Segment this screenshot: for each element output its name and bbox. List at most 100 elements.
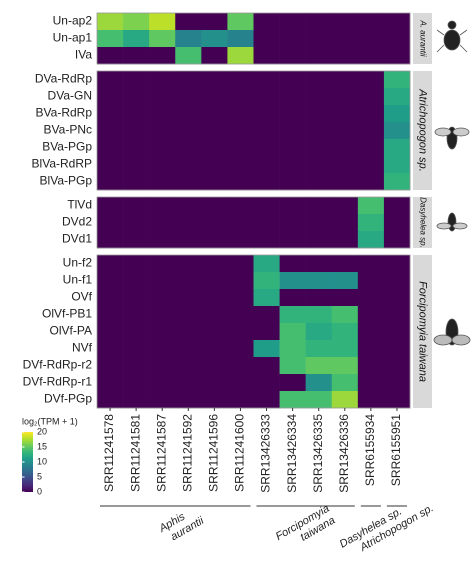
heat-cell	[201, 391, 228, 409]
heat-cell	[305, 323, 333, 341]
heat-cell	[175, 105, 202, 123]
heat-cell	[383, 105, 411, 123]
heat-cell	[201, 197, 228, 215]
heat-cell	[331, 272, 359, 290]
heat-cell	[305, 30, 333, 48]
heat-cell	[305, 214, 333, 232]
heat-cell	[279, 289, 306, 307]
row-label: Un-ap1	[53, 31, 93, 45]
colorbar-tick-label: 20	[37, 426, 47, 436]
heat-cell	[331, 122, 359, 140]
heat-cell	[305, 340, 333, 358]
heat-cell	[279, 71, 306, 89]
heat-cell	[149, 391, 176, 409]
colorbar-tick-label: 10	[37, 456, 47, 466]
heat-cell	[97, 214, 124, 232]
heat-cell	[227, 173, 254, 191]
x-tick-label: SRR11241581	[128, 414, 142, 492]
heat-cell	[149, 88, 176, 106]
heat-cell	[331, 289, 359, 307]
heat-cell	[227, 289, 254, 307]
heat-cell	[149, 357, 176, 375]
heat-cell	[227, 139, 254, 157]
heat-cell	[123, 374, 150, 392]
heat-cell	[123, 323, 150, 341]
heat-cell	[149, 30, 176, 48]
heat-cell	[123, 122, 150, 140]
heat-cell	[331, 214, 359, 232]
x-tick-label: SRR13426336	[337, 414, 351, 493]
heat-cell	[227, 105, 254, 123]
heat-cell	[357, 156, 385, 174]
heat-cell	[331, 13, 359, 31]
strip-label: Dasyhelea sp.	[418, 197, 427, 248]
heat-cell	[201, 13, 228, 31]
row-label: OlVf-PB1	[42, 307, 92, 321]
row-label: DVd2	[62, 215, 92, 229]
heat-cell	[279, 214, 306, 232]
heat-cell	[123, 255, 150, 273]
heat-cell	[175, 173, 202, 191]
heat-cell	[383, 323, 411, 341]
heat-cell	[149, 323, 176, 341]
heat-cell	[227, 122, 254, 140]
heat-cell	[97, 139, 124, 157]
heat-cell	[175, 391, 202, 409]
heat-cell	[383, 13, 411, 31]
heat-cell	[331, 340, 359, 358]
heat-cell	[227, 156, 254, 174]
heat-cell	[175, 197, 202, 215]
row-label: DVd1	[62, 232, 92, 246]
heat-cell	[227, 30, 254, 48]
heat-cell	[305, 197, 333, 215]
x-tick-label: SRR6155951	[389, 414, 403, 486]
heat-cell	[253, 13, 280, 31]
heat-cell	[305, 289, 333, 307]
heat-cell	[357, 255, 385, 273]
heat-cell	[149, 306, 176, 324]
heat-cell	[149, 197, 176, 215]
heat-cell	[253, 214, 280, 232]
heat-cell	[123, 71, 150, 89]
heat-cell	[227, 231, 254, 249]
heat-cell	[305, 231, 333, 249]
heat-cell	[201, 374, 228, 392]
heat-cell	[227, 340, 254, 358]
row-label: NVf	[72, 341, 93, 355]
heat-cell	[175, 71, 202, 89]
heat-cell	[201, 71, 228, 89]
insect-icons	[433, 20, 471, 346]
heat-cell	[331, 71, 359, 89]
heat-cell	[305, 173, 333, 191]
heat-cell	[123, 289, 150, 307]
heat-cell	[279, 173, 306, 191]
heat-cell	[357, 357, 385, 375]
row-label: Un-ap2	[53, 14, 93, 28]
heat-cell	[383, 340, 411, 358]
heat-cell	[279, 30, 306, 48]
heat-cell	[305, 255, 333, 273]
heat-cell	[201, 105, 228, 123]
heat-cell	[357, 88, 385, 106]
heat-cell	[383, 30, 411, 48]
heat-cell	[383, 255, 411, 273]
heat-cell	[149, 13, 176, 31]
heat-cell	[357, 272, 385, 290]
heat-cell	[253, 340, 280, 358]
x-tick-label: SRR11241587	[154, 414, 168, 492]
row-label: DVf-RdRp-r1	[23, 375, 93, 389]
heat-cell	[357, 105, 385, 123]
heat-cell	[305, 122, 333, 140]
row-label: IVa	[75, 48, 92, 62]
heat-cell	[357, 122, 385, 140]
heat-cell	[305, 156, 333, 174]
heat-cell	[383, 214, 411, 232]
heat-cell	[123, 47, 150, 65]
row-label: TlVd	[67, 198, 92, 212]
heat-cell	[97, 173, 124, 191]
heat-cell	[97, 231, 124, 249]
heat-cell	[279, 88, 306, 106]
row-label: Un-f1	[63, 273, 93, 287]
heat-cell	[201, 173, 228, 191]
row-label: BVa-RdRp	[36, 106, 93, 120]
